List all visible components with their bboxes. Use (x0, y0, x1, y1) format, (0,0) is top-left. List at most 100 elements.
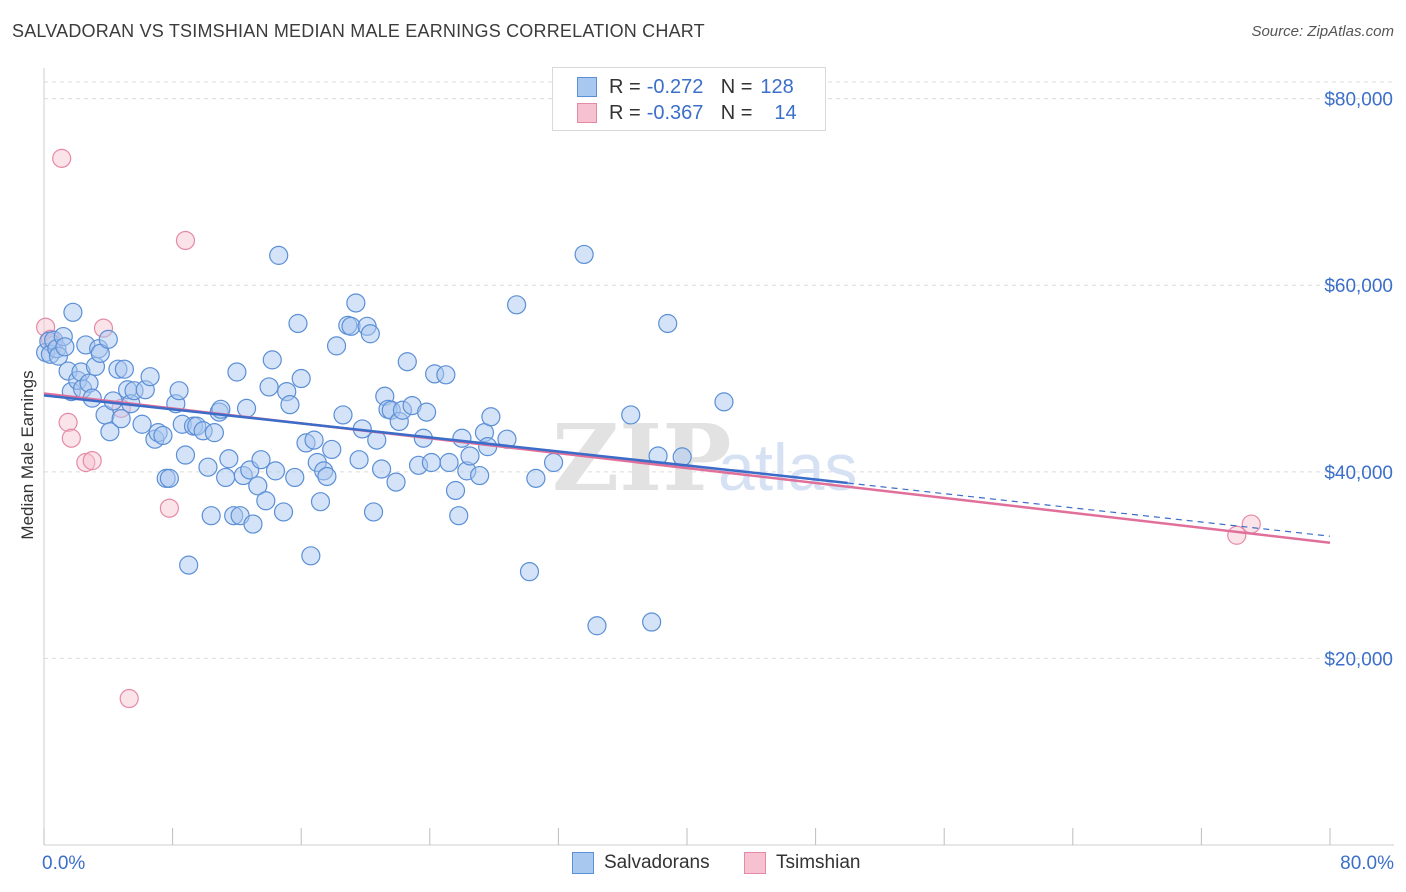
chart-title: SALVADORAN VS TSIMSHIAN MEDIAN MALE EARN… (12, 21, 705, 41)
y-tick-labels: $20,000 $40,000 $60,000 $80,000 (1324, 90, 1393, 671)
salvadoran-point (349, 450, 369, 470)
salvadoran-point (175, 445, 196, 465)
tsimshian-point (76, 452, 96, 473)
trend-lines (43, 392, 1331, 544)
legend-r-value: -0.367 (646, 101, 704, 124)
salvadoran-point (439, 452, 459, 473)
salvadoran-point (574, 244, 594, 265)
salvadoran-point (259, 377, 279, 397)
salvadoran-point (216, 467, 236, 488)
salvadoran-point (169, 381, 189, 401)
legend-item-tsimshian[interactable]: Tsimshian (744, 852, 860, 874)
salvadoran-point (269, 245, 289, 265)
series-legend: Salvadorans Tsimshian (0, 852, 1406, 878)
y-tick-label: $20,000 (1324, 649, 1393, 670)
legend-n-label: N = (720, 101, 753, 124)
salvadoran-point (519, 562, 540, 582)
salvadoran-point (55, 337, 75, 357)
blue-swatch-icon (572, 852, 594, 874)
salvadoran-point (470, 465, 490, 486)
salvadoran-point (436, 365, 456, 385)
salvadoran-point (310, 492, 331, 512)
tsimshian-point (1241, 514, 1261, 534)
salvadoran-point (452, 428, 472, 448)
salvadoran-point (714, 392, 734, 412)
salvadoran-point (317, 466, 337, 487)
salvadoran-point (346, 293, 366, 313)
legend-n-value: 128 (760, 75, 794, 98)
tsimshian-point (58, 412, 78, 432)
salvadoran-point (543, 452, 564, 473)
watermark-atlas: atlas (718, 430, 857, 504)
salvadoran-point (371, 459, 392, 479)
salvadoran-point (248, 476, 268, 496)
salvadoran-point (198, 457, 218, 477)
salvadoran-point (526, 468, 546, 488)
salvadoran-point (285, 467, 305, 488)
salvadoran-point (265, 461, 286, 481)
salvadoran-point (288, 313, 308, 334)
salvadoran-point (621, 405, 641, 425)
legend-row-salvadorans: R = -0.272 N = 128 (577, 75, 794, 99)
salvadoran-point (236, 398, 257, 418)
salvadoran-point (256, 491, 276, 511)
salvadoran-point (204, 423, 224, 443)
legend-r-value: -0.272 (646, 75, 704, 98)
tsimshian-point (119, 688, 139, 709)
watermark: ZIP atlas (552, 404, 857, 512)
salvadoran-point (262, 350, 282, 370)
salvadoran-trend-line (43, 394, 848, 485)
salvadoran-point (280, 395, 300, 415)
salvadoran-point (360, 324, 380, 344)
x-tick-label-min: 0.0% (42, 853, 85, 874)
salvadoran-point (341, 316, 361, 336)
salvadoran-point (397, 352, 417, 372)
salvadoran-trend-extension (847, 482, 1331, 537)
salvadoran-point (100, 422, 120, 442)
tsimshian-point (61, 428, 81, 448)
legend-n-value: 14 (774, 101, 797, 124)
salvadoran-point (449, 506, 469, 526)
salvadoran-point (304, 430, 324, 450)
legend-r-label: R = (609, 75, 641, 98)
legend-item-salvadorans[interactable]: Salvadorans (572, 852, 710, 874)
y-tick-label: $40,000 (1324, 463, 1393, 484)
salvadoran-point (291, 368, 311, 389)
legend-n-label: N = (720, 75, 753, 98)
salvadoran-point (243, 514, 263, 534)
grid-lines (44, 81, 1394, 659)
salvadoran-point (301, 546, 321, 566)
tsimshian-point (52, 148, 72, 168)
legend-label-salvadorans: Salvadorans (604, 852, 710, 873)
salvadoran-point (421, 452, 442, 473)
salvadoran-point (460, 446, 480, 466)
salvadoran-point (386, 472, 406, 492)
salvadoran-point (98, 329, 118, 349)
blue-swatch-icon (577, 77, 597, 97)
axes (43, 68, 1394, 846)
x-tick-label-max: 80.0% (1340, 853, 1394, 874)
y-tick-label: $60,000 (1324, 276, 1393, 297)
watermark-zip: ZIP (552, 404, 731, 512)
legend-label-tsimshian: Tsimshian (776, 852, 861, 873)
y-axis-label: Median Male Earnings (18, 370, 37, 539)
salvadoran-point (251, 450, 271, 470)
chart-source: Source: ZipAtlas.com (1251, 23, 1394, 40)
pink-swatch-icon (577, 103, 597, 123)
salvadoran-point (326, 336, 347, 356)
salvadoran-point (507, 295, 527, 315)
salvadoran-point (114, 359, 134, 379)
salvadoran-point (587, 616, 607, 636)
salvadoran-point (63, 302, 83, 322)
salvadoran-point (179, 555, 199, 575)
tsimshian-point (159, 498, 179, 518)
tsimshian-point (82, 451, 102, 471)
salvadoran-point (153, 425, 173, 446)
salvadoran-point (416, 402, 437, 422)
salvadoran-point (333, 405, 353, 425)
salvadoran-point (658, 313, 678, 334)
salvadoran-point (111, 409, 131, 429)
y-tick-label: $80,000 (1324, 90, 1393, 111)
salvadoran-point (159, 468, 179, 488)
